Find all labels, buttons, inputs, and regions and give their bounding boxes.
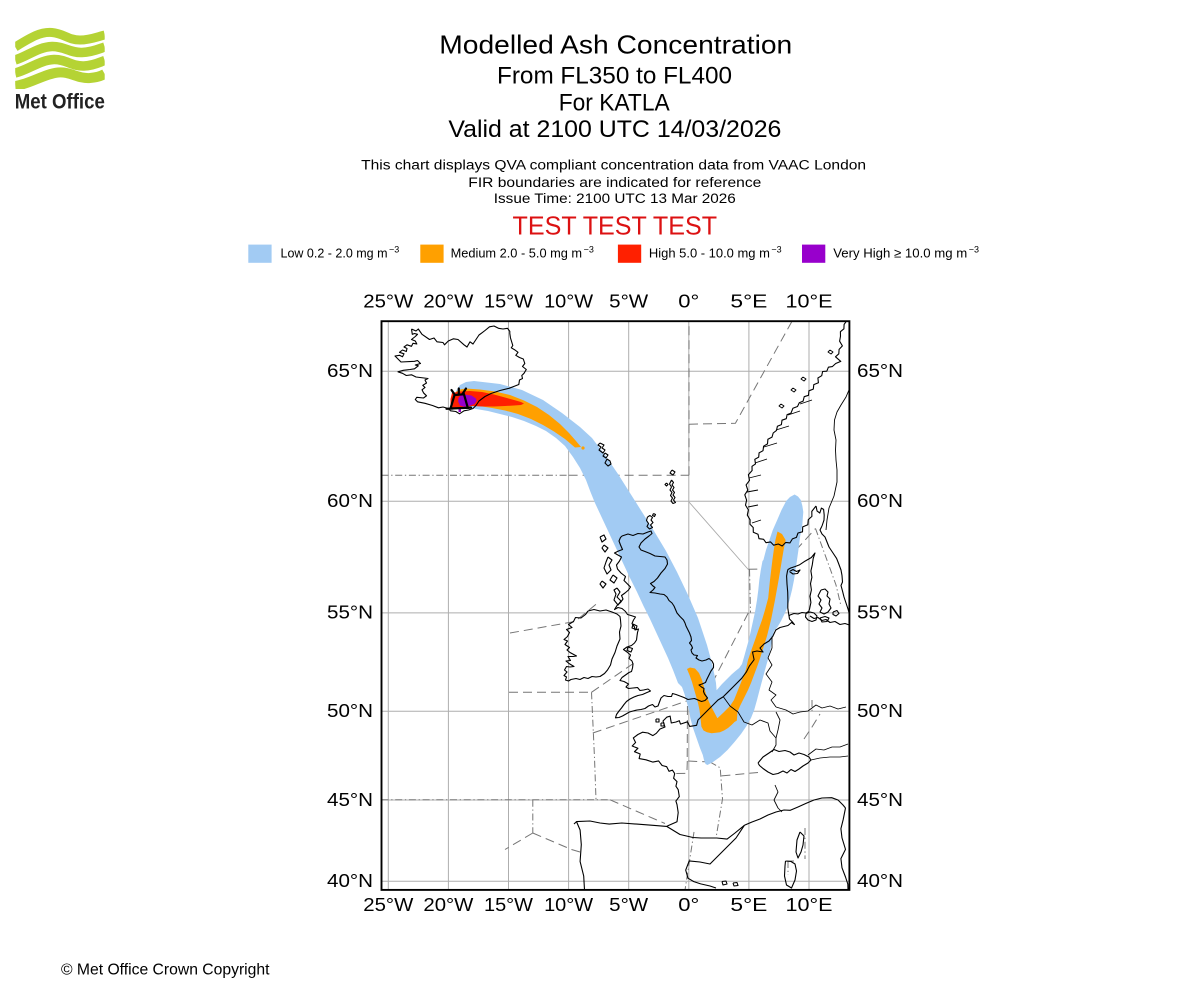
svg-text:0°: 0° [678,292,699,312]
svg-text:55°N: 55°N [857,602,903,623]
svg-text:25°W: 25°W [363,292,413,312]
svg-text:−3: −3 [771,245,781,255]
svg-text:−3: −3 [969,245,979,255]
svg-text:10°E: 10°E [786,292,833,312]
svg-text:10°E: 10°E [786,895,833,915]
svg-text:20°W: 20°W [423,895,473,915]
svg-text:10°W: 10°W [544,292,593,312]
svg-text:−3: −3 [389,245,399,255]
svg-text:TEST TEST TEST: TEST TEST TEST [513,213,718,241]
svg-text:This chart displays QVA compli: This chart displays QVA compliant concen… [361,158,866,173]
svg-text:From FL350 to FL400: From FL350 to FL400 [497,63,732,90]
svg-text:5°E: 5°E [730,895,767,915]
svg-text:High 5.0 - 10.0 mg m: High 5.0 - 10.0 mg m [649,246,770,261]
svg-text:25°W: 25°W [363,895,413,915]
svg-text:15°W: 15°W [484,292,533,312]
svg-text:© Met Office Crown Copyright: © Met Office Crown Copyright [61,962,270,979]
svg-text:0°: 0° [678,895,699,915]
svg-text:60°N: 60°N [327,490,373,511]
svg-text:10°W: 10°W [544,895,593,915]
svg-text:45°N: 45°N [857,789,903,810]
svg-text:5°E: 5°E [730,292,767,312]
svg-text:Valid at 2100 UTC 14/03/2026: Valid at 2100 UTC 14/03/2026 [448,116,781,143]
svg-text:Modelled Ash Concentration: Modelled Ash Concentration [439,30,792,60]
svg-text:Low 0.2 - 2.0 mg m: Low 0.2 - 2.0 mg m [281,246,388,261]
svg-text:5°W: 5°W [609,292,648,312]
svg-text:Medium 2.0 - 5.0 mg m: Medium 2.0 - 5.0 mg m [451,246,583,261]
svg-text:65°N: 65°N [857,360,903,381]
svg-text:60°N: 60°N [857,490,903,511]
svg-text:−3: −3 [584,245,594,255]
svg-text:40°N: 40°N [857,870,903,891]
svg-text:5°W: 5°W [609,895,648,915]
svg-text:Met Office: Met Office [15,91,105,114]
svg-text:55°N: 55°N [327,602,373,623]
svg-text:50°N: 50°N [327,700,373,721]
svg-text:FIR boundaries are indicated f: FIR boundaries are indicated for referen… [468,175,761,190]
svg-text:15°W: 15°W [484,895,533,915]
svg-text:40°N: 40°N [327,870,373,891]
svg-text:50°N: 50°N [857,700,903,721]
svg-text:45°N: 45°N [327,789,373,810]
svg-text:20°W: 20°W [423,292,473,312]
svg-text:65°N: 65°N [327,360,373,381]
svg-text:For KATLA: For KATLA [559,89,670,116]
svg-text:Very High ≥ 10.0 mg m: Very High ≥ 10.0 mg m [833,246,967,261]
svg-text:Issue Time: 2100 UTC 13 Mar 20: Issue Time: 2100 UTC 13 Mar 2026 [494,191,736,206]
